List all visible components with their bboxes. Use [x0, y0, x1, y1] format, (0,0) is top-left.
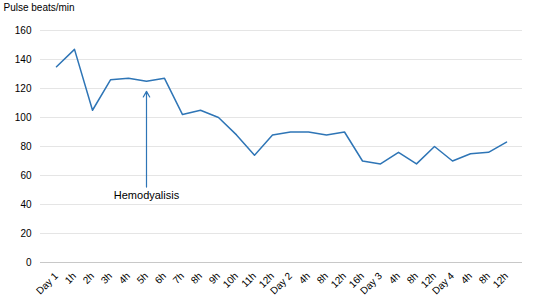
svg-text:12h: 12h [491, 270, 511, 290]
svg-text:4h: 4h [117, 270, 133, 286]
svg-text:7h: 7h [171, 270, 187, 286]
svg-text:160: 160 [15, 25, 32, 36]
svg-text:9h: 9h [207, 270, 223, 286]
svg-text:140: 140 [15, 54, 32, 65]
svg-text:4h: 4h [387, 270, 403, 286]
svg-text:2h: 2h [81, 270, 97, 286]
svg-text:20: 20 [20, 228, 32, 239]
svg-text:4h: 4h [297, 270, 313, 286]
svg-text:3h: 3h [99, 270, 115, 286]
svg-text:80: 80 [20, 141, 32, 152]
svg-text:Pulse beats/min: Pulse beats/min [4, 2, 75, 13]
svg-text:16h: 16h [346, 270, 367, 290]
svg-text:Day 2: Day 2 [268, 270, 295, 297]
svg-text:0: 0 [26, 257, 32, 268]
svg-text:12h: 12h [418, 270, 439, 290]
svg-text:12h: 12h [256, 270, 277, 290]
svg-text:Day 3: Day 3 [358, 270, 385, 297]
svg-text:Day 4: Day 4 [430, 270, 457, 297]
svg-text:12h: 12h [329, 270, 349, 290]
svg-text:5h: 5h [135, 270, 151, 286]
svg-text:60: 60 [20, 170, 32, 181]
svg-text:Hemodyalisis: Hemodyalisis [114, 189, 180, 201]
svg-text:8h: 8h [315, 270, 331, 286]
svg-text:11h: 11h [239, 270, 258, 289]
svg-text:100: 100 [15, 112, 32, 123]
svg-text:4h: 4h [459, 270, 475, 286]
svg-text:8h: 8h [477, 270, 493, 286]
svg-text:120: 120 [15, 83, 32, 94]
svg-text:8h: 8h [189, 270, 205, 286]
svg-text:6h: 6h [153, 270, 169, 286]
svg-text:Day 1: Day 1 [34, 270, 61, 297]
svg-text:10h: 10h [221, 270, 241, 290]
svg-text:40: 40 [20, 199, 32, 210]
svg-text:8h: 8h [405, 270, 421, 286]
svg-text:1h: 1h [63, 270, 79, 286]
